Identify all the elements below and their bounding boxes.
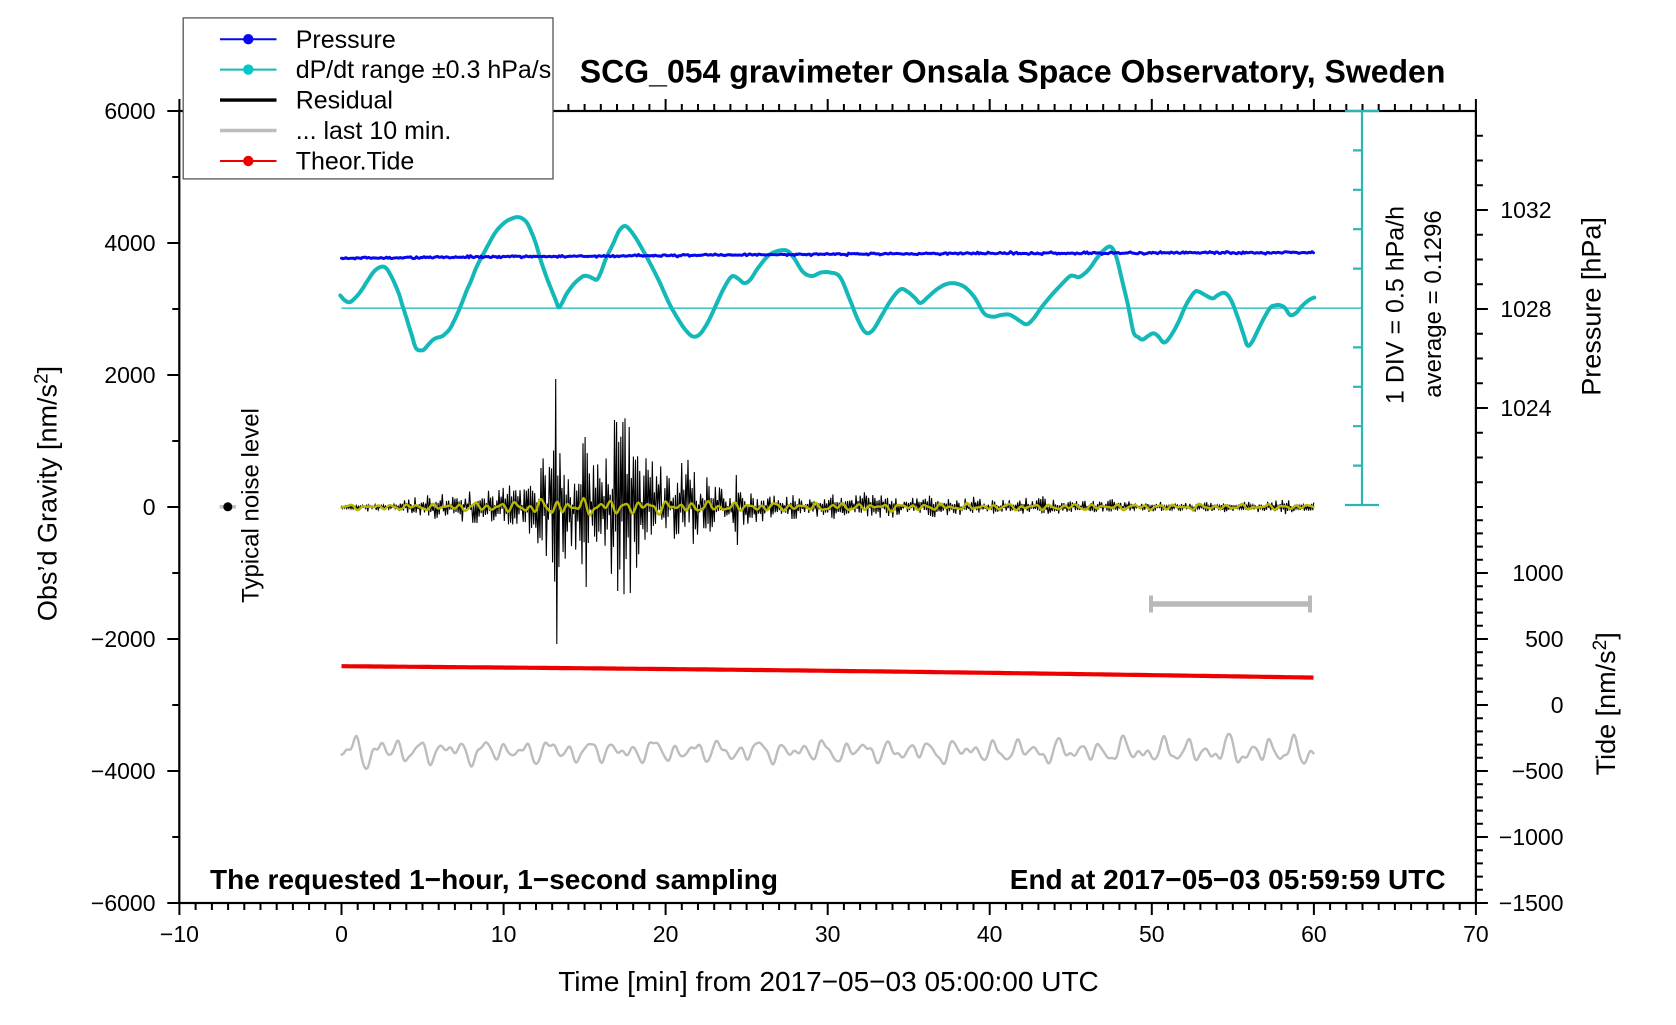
- svg-text:40: 40: [977, 921, 1003, 947]
- svg-text:4000: 4000: [104, 230, 155, 256]
- svg-text:30: 30: [815, 921, 841, 947]
- svg-text:−500: −500: [1512, 758, 1564, 784]
- svg-text:−1500: −1500: [1499, 890, 1564, 916]
- svg-text:500: 500: [1525, 626, 1563, 652]
- svg-text:−4000: −4000: [91, 758, 156, 784]
- svg-text:Time [min] from 2017−05−03 05:: Time [min] from 2017−05−03 05:00:00 UTC: [558, 966, 1099, 997]
- svg-text:−6000: −6000: [91, 890, 156, 916]
- svg-text:60: 60: [1301, 921, 1327, 947]
- svg-text:Theor.Tide: Theor.Tide: [296, 148, 415, 176]
- svg-text:Pressure [hPa]: Pressure [hPa]: [1577, 217, 1607, 396]
- svg-text:1024: 1024: [1500, 395, 1551, 421]
- svg-text:6000: 6000: [104, 98, 155, 124]
- svg-text:70: 70: [1463, 921, 1489, 947]
- svg-text:Pressure: Pressure: [296, 26, 396, 54]
- svg-text:Typical noise level: Typical noise level: [238, 408, 265, 603]
- svg-text:... last 10 min.: ... last 10 min.: [296, 117, 452, 145]
- svg-text:10: 10: [491, 921, 517, 947]
- svg-text:1000: 1000: [1512, 560, 1563, 586]
- svg-text:−10: −10: [160, 921, 199, 947]
- svg-text:1032: 1032: [1500, 197, 1551, 223]
- svg-text:0: 0: [1551, 692, 1564, 718]
- svg-text:Obs’d Gravity [nm/s2]: Obs’d Gravity [nm/s2]: [32, 366, 63, 621]
- svg-text:50: 50: [1139, 921, 1165, 947]
- svg-text:Residual: Residual: [296, 87, 393, 115]
- svg-text:20: 20: [653, 921, 679, 947]
- svg-text:2000: 2000: [104, 362, 155, 388]
- svg-text:SCG_054 gravimeter Onsala Spac: SCG_054 gravimeter Onsala Space Observat…: [580, 53, 1446, 89]
- svg-text:Tide [nm/s2]: Tide [nm/s2]: [1590, 632, 1621, 775]
- svg-text:0: 0: [335, 921, 348, 947]
- svg-text:−1000: −1000: [1499, 824, 1564, 850]
- svg-text:The requested 1−hour, 1−second: The requested 1−hour, 1−second sampling: [210, 864, 778, 895]
- svg-text:average = 0.1296: average = 0.1296: [1420, 210, 1447, 398]
- svg-text:1 DIV = 0.5 hPa/h: 1 DIV = 0.5 hPa/h: [1382, 206, 1410, 404]
- svg-text:End at 2017−05−03 05:59:59 UTC: End at 2017−05−03 05:59:59 UTC: [1010, 864, 1446, 895]
- svg-text:dP/dt range ±0.3 hPa/s: dP/dt range ±0.3 hPa/s: [296, 56, 552, 84]
- svg-text:1028: 1028: [1500, 296, 1551, 322]
- svg-text:−2000: −2000: [91, 626, 156, 652]
- svg-text:0: 0: [143, 494, 156, 520]
